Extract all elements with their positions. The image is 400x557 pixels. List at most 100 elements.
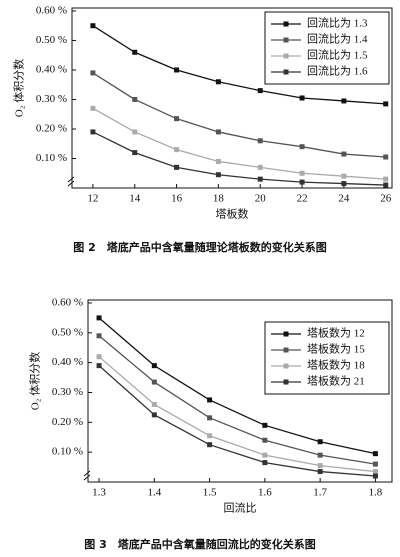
legend-label: 回流比为 1.5 (307, 48, 368, 62)
y-tick-label: 0.40 % (52, 356, 83, 368)
series-line (98, 365, 376, 477)
point-marker (341, 181, 347, 187)
plot-frame (87, 299, 393, 483)
point-marker (96, 315, 102, 321)
point-marker (96, 363, 102, 369)
y-tick-label: 0.60 % (36, 4, 67, 16)
point-marker (299, 144, 305, 150)
point-marker (215, 158, 221, 164)
point-marker (372, 473, 378, 479)
point-marker (90, 23, 96, 29)
x-tick-label: 14 (129, 193, 141, 205)
point-marker (207, 415, 213, 421)
point-marker (90, 70, 96, 76)
point-marker (215, 129, 221, 135)
point-marker (299, 170, 305, 176)
point-marker (132, 150, 138, 156)
point-marker (372, 451, 378, 457)
point-marker (257, 138, 263, 144)
point-marker (207, 433, 213, 439)
y-tick-label: 0.60 % (52, 297, 83, 309)
series-line (92, 72, 386, 158)
point-marker (174, 67, 180, 73)
point-marker (341, 173, 347, 179)
point-marker (299, 179, 305, 185)
x-tick-label: 12 (87, 193, 98, 205)
legend-label: 塔板数为 21 (307, 374, 365, 388)
x-tick-label: 20 (255, 193, 267, 205)
point-marker (257, 164, 263, 170)
point-marker (215, 79, 221, 85)
point-marker (383, 182, 389, 188)
plot-frame (71, 7, 393, 189)
legend-label: 塔板数为 12 (307, 326, 365, 340)
series-line (98, 317, 376, 455)
legend-label: 回流比为 1.6 (307, 64, 368, 78)
point-marker (317, 452, 323, 458)
x-tick-label: 1.7 (313, 487, 327, 499)
axis-break (83, 470, 91, 481)
x-tick-label: 1.5 (203, 487, 217, 499)
point-marker (151, 412, 157, 418)
y-axis-label: O₂ 体积分数 (28, 352, 42, 411)
legend-label: 塔板数为 18 (307, 358, 365, 372)
y-tick-label: 0.40 % (36, 63, 67, 75)
point-marker (317, 469, 323, 475)
point-marker (174, 147, 180, 153)
point-marker (90, 105, 96, 111)
y-tick-label: 0.20 % (52, 416, 83, 428)
x-tick-label: 1.6 (258, 487, 272, 499)
legend-marker (283, 21, 289, 27)
point-marker (383, 176, 389, 182)
point-marker (174, 116, 180, 122)
point-marker (317, 439, 323, 445)
point-marker (383, 101, 389, 107)
point-marker (215, 172, 221, 178)
point-marker (372, 469, 378, 475)
y-axis-label: O₂ 体积分数 (12, 59, 26, 118)
y-tick-label: 0.50 % (36, 34, 67, 46)
point-marker (262, 452, 268, 458)
x-tick-label: 1.8 (369, 487, 383, 499)
y-tick-label: 0.50 % (52, 326, 83, 338)
legend-label: 塔板数为 15 (307, 342, 365, 356)
legend-label: 回流比为 1.4 (307, 32, 368, 46)
legend-label: 回流比为 1.3 (307, 16, 368, 30)
point-marker (383, 154, 389, 160)
legend-marker (283, 53, 289, 59)
point-marker (174, 164, 180, 170)
point-marker (96, 354, 102, 360)
point-marker (299, 95, 305, 101)
x-tick-label: 22 (297, 193, 308, 205)
point-marker (151, 379, 157, 385)
point-marker (90, 129, 96, 135)
x-tick-label: 1.3 (92, 487, 106, 499)
x-axis-label: 回流比 (224, 501, 257, 515)
series-line (98, 335, 376, 465)
legend-marker (283, 69, 289, 75)
point-marker (262, 460, 268, 466)
point-marker (132, 49, 138, 55)
series-line (92, 131, 386, 186)
y-tick-label: 0.10 % (36, 152, 67, 164)
legend-marker (283, 37, 289, 43)
point-marker (262, 422, 268, 428)
y-tick-label: 0.30 % (52, 386, 83, 398)
point-marker (262, 437, 268, 443)
point-marker (207, 397, 213, 403)
point-marker (132, 129, 138, 135)
figure-caption: 图 3 塔底产品中含氧量随回流比的变化关系图 (84, 537, 315, 551)
point-marker (341, 98, 347, 104)
series-line (98, 356, 376, 473)
legend-marker (283, 347, 289, 353)
point-marker (372, 461, 378, 467)
series-line (92, 25, 386, 105)
legend-marker (283, 379, 289, 385)
x-tick-label: 24 (338, 193, 350, 205)
point-marker (151, 363, 157, 369)
point-marker (132, 96, 138, 102)
x-tick-label: 1.4 (147, 487, 161, 499)
x-axis-label: 塔板数 (216, 207, 249, 221)
point-marker (96, 333, 102, 339)
